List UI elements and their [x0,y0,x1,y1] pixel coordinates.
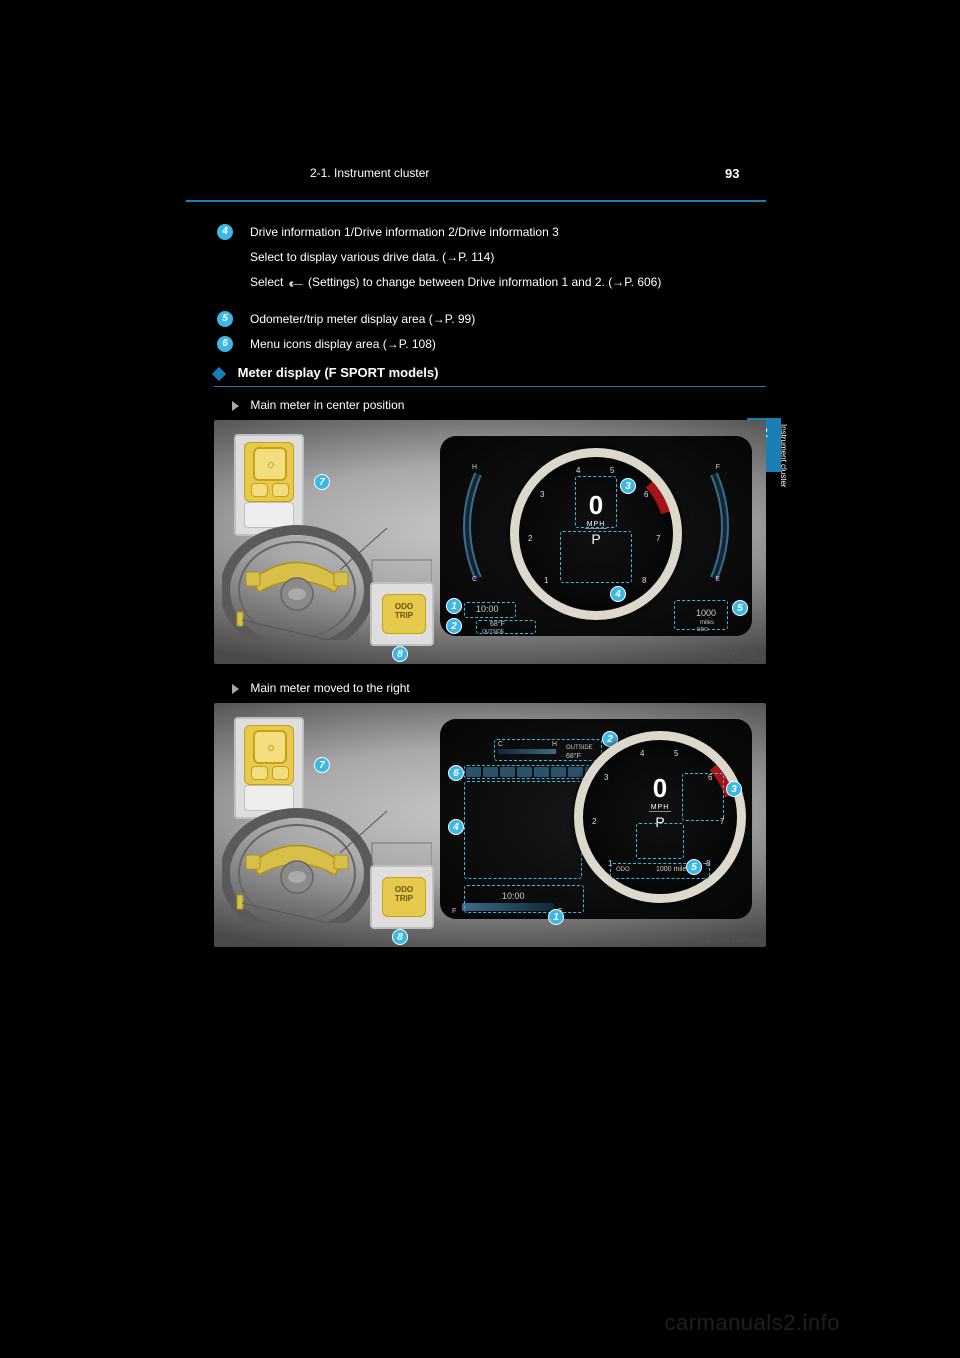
page-number: 93 [725,166,739,181]
steering-aux-buttons [251,766,289,780]
section-heading-rule [214,386,766,387]
region-3 [682,773,724,821]
dpad-button [253,447,287,481]
dpad-button [253,730,287,764]
triangle-bullet-icon [232,684,239,694]
callout-5: 5 [732,600,748,616]
region-2 [476,620,536,634]
list-item-5: 5 [217,310,239,328]
odo-trip-inset: ODO TRIP [370,865,434,929]
callout-8: 8 [392,646,408,662]
manual-page: 93 2-1. Instrument cluster 2 Instrument … [0,0,960,1358]
variant2-label: Main meter moved to the right [232,681,410,695]
gauge-c-label: C [472,576,477,583]
variant1-text: Main meter in center position [250,398,404,412]
callout-1: 1 [446,598,462,614]
steering-button-cluster [244,725,294,785]
callout-7: 7 [314,757,330,773]
region-3 [575,476,617,528]
header-rule [186,200,766,202]
gear-divider [585,528,607,529]
instrument-cluster-shifted: F E 10:00 C H OUTSIDE 68°F 4 6 2 [440,719,752,919]
callout-2: 2 [446,618,462,634]
item4-line2: Select to display various drive data. (→… [250,248,494,266]
item4-line1: Drive information 1/Drive information 2/… [250,223,559,241]
coolant-gauge [450,466,488,586]
steering-button-cluster [244,442,294,502]
item4-line3: Select (Settings) to change between Driv… [250,273,661,291]
odo-trip-button: ODO TRIP [382,877,426,917]
instrument-cluster: H C F E 1 2 3 4 5 6 7 [440,436,752,636]
callout-8: 8 [392,929,408,945]
odo-trip-inset: ODO TRIP [370,582,434,646]
callout-3: 3 [726,781,742,797]
dial-num-1: 1 [544,576,548,585]
gauge-f-label: F [716,464,720,471]
item6-text: Menu icons display area (→P. 108) [250,335,436,353]
dpad-center-dot [268,745,274,751]
section-heading: Meter display (F SPORT models) [214,365,438,380]
tachometer-dial-shifted: 1 2 3 4 5 6 7 8 0 MPH P ODO 1000 mile 3 [574,731,746,903]
diagram-center: 7 ODO TRIP 8 [214,420,766,664]
odo-trip-button: ODO TRIP [382,594,426,634]
numbered-callout-icon: 4 [217,224,233,240]
triangle-bullet-icon [232,401,239,411]
dial-num-8: 8 [642,576,646,585]
dial-num-5b: 5 [674,749,678,758]
odo-trip-line2: TRIP [383,612,425,621]
dial-num-4b: 4 [640,749,644,758]
chapter-tab-caption: Instrument cluster [779,424,788,488]
gear-divider [649,811,671,812]
item5-text: Odometer/trip meter display area (→P. 99… [250,310,475,328]
region-1 [464,602,516,618]
region-5 [636,823,684,859]
region-5 [674,600,728,630]
region-2 [494,739,602,761]
odo-trip-line2: TRIP [383,895,425,904]
gauge-e-label: E [715,576,720,583]
dial-num-5: 5 [610,466,614,475]
callout-3: 3 [620,478,636,494]
region-4 [464,781,582,879]
fuel-gauge [704,466,742,586]
callout-5: 5 [686,859,702,875]
callout-4: 4 [448,819,464,835]
diagram-right: 7 ODO TRIP 8 [214,703,766,947]
callout-1: 1 [548,909,564,925]
wrench-icon [287,277,305,289]
variant1-label: Main meter in center position [232,398,404,412]
variant2-text: Main meter moved to the right [250,681,409,695]
callout-4: 4 [610,586,626,602]
gauge-f-label-2: F [452,908,456,915]
diagram2-ref: CLY20AZ406US [701,935,760,944]
item4-line3-prefix: Select [250,275,287,289]
list-item-6: 6 [217,335,239,353]
callout-7: 7 [314,474,330,490]
region-4 [560,531,632,583]
gauge-h-label: H [472,464,477,471]
dpad-center-dot [268,462,274,468]
list-item-4: 4 [217,223,239,241]
callout-6: 6 [448,765,464,781]
watermark: carmanuals2.info [664,1310,840,1336]
diamond-icon [212,366,226,380]
numbered-callout-icon: 5 [217,311,233,327]
steering-aux-buttons [251,483,289,497]
region-1 [464,885,584,913]
section-breadcrumb: 2-1. Instrument cluster [310,166,429,180]
section-heading-text: Meter display (F SPORT models) [238,365,439,380]
dial-num-4: 4 [576,466,580,475]
diagram1-ref: CLY20AZ405US [701,652,760,661]
numbered-callout-icon: 6 [217,336,233,352]
item4-line3-suffix: (Settings) to change between Drive infor… [308,275,661,289]
